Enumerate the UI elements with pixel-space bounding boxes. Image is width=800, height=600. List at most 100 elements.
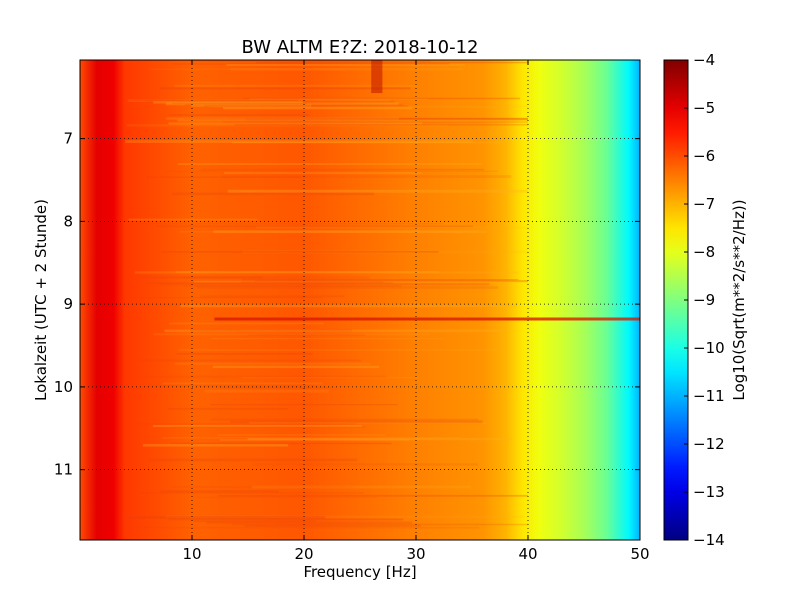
- colorbar-tick-label: −4: [693, 51, 715, 69]
- texture-band: [179, 231, 476, 233]
- colorbar-tick-label: −9: [693, 291, 715, 309]
- strong-band: [214, 317, 640, 321]
- texture-band: [252, 485, 472, 489]
- colorbar-tick-label: −5: [693, 99, 715, 117]
- texture-band: [230, 68, 463, 71]
- texture-band: [213, 230, 487, 234]
- texture-band: [234, 124, 528, 126]
- texture-band: [126, 124, 448, 127]
- texture-band: [184, 103, 404, 106]
- texture-band: [241, 377, 419, 379]
- colorbar-label: Log10(Sqrt(m**2/s**2/Hz)): [730, 199, 748, 400]
- y-tick-label: 9: [63, 295, 73, 313]
- texture-band: [200, 295, 345, 298]
- texture-band: [168, 114, 310, 116]
- texture-band: [134, 271, 520, 274]
- texture-band: [247, 333, 365, 336]
- plot-frame: [79, 59, 641, 541]
- texture-band: [172, 192, 375, 196]
- texture-band: [174, 84, 418, 88]
- texture-band: [146, 100, 395, 103]
- texture-band: [184, 285, 402, 287]
- texture-band: [219, 439, 410, 441]
- texture-band: [125, 140, 473, 143]
- texture-band: [142, 444, 289, 447]
- y-tick-label: 7: [63, 130, 73, 148]
- y-tick-label: 10: [54, 378, 73, 396]
- x-axis-ticks: 10 20 30 40 50: [182, 60, 650, 563]
- texture-band: [247, 437, 513, 441]
- texture-band: [155, 225, 473, 228]
- texture-band: [177, 163, 482, 165]
- texture-band: [221, 175, 512, 178]
- x-tick-label: 40: [518, 545, 537, 563]
- y-tick-label: 8: [63, 212, 73, 230]
- texture-band: [249, 98, 429, 101]
- texture-band: [194, 280, 528, 283]
- texture-band: [204, 389, 329, 393]
- texture-band: [158, 283, 490, 286]
- chart-title: BW ALTM E?Z: 2018-10-12: [242, 37, 479, 58]
- colorbar: −4 −5 −6 −7 −8 −9 −10 −11 −12 −13 −14: [663, 51, 725, 549]
- texture-band: [217, 434, 387, 436]
- texture-band: [149, 68, 344, 70]
- texture-band: [136, 276, 263, 279]
- texture-band: [242, 97, 520, 100]
- texture-band: [190, 60, 431, 63]
- texture-band: [160, 490, 280, 493]
- texture-band: [159, 87, 411, 90]
- texture-band: [178, 349, 504, 351]
- texture-band: [184, 118, 528, 120]
- texture-band: [168, 518, 404, 521]
- colorbar-tick-label: −7: [693, 195, 715, 213]
- x-axis-label: Frequency [Hz]: [303, 563, 416, 581]
- texture-band: [206, 521, 413, 524]
- texture-band: [231, 141, 505, 144]
- texture-band: [134, 99, 299, 101]
- colorbar-ticks: −4 −5 −6 −7 −8 −9 −10 −11 −12 −13 −14: [684, 51, 725, 549]
- x-tick-label: 10: [182, 545, 201, 563]
- texture-band: [211, 338, 444, 340]
- texture-band: [177, 119, 521, 122]
- texture-band: [226, 64, 465, 66]
- texture-band: [256, 61, 528, 64]
- texture-band: [135, 375, 387, 378]
- texture-band: [222, 121, 528, 124]
- texture-band: [145, 282, 393, 284]
- texture-band: [171, 486, 353, 488]
- texture-band: [165, 515, 525, 518]
- texture-band: [242, 279, 519, 281]
- texture-band: [232, 523, 528, 526]
- texture-band: [128, 218, 258, 221]
- texture-band: [196, 496, 378, 498]
- x-tick-label: 20: [294, 545, 313, 563]
- texture-band: [125, 516, 326, 519]
- texture-band: [165, 102, 399, 106]
- texture-band: [147, 384, 316, 387]
- texture-band: [244, 524, 421, 527]
- texture-band: [253, 463, 478, 466]
- texture-band: [170, 442, 392, 445]
- colorbar-tick-label: −12: [693, 435, 725, 453]
- texture-band: [161, 251, 439, 253]
- plot-area: 10 20 30 40 50 7 8 9 10 11: [54, 59, 650, 563]
- texture-band: [249, 421, 488, 424]
- texture-band: [217, 494, 528, 497]
- texture-band: [168, 122, 422, 125]
- spectrogram-base: [80, 60, 640, 540]
- texture-band: [193, 520, 316, 522]
- spectrogram-bands: [125, 60, 640, 529]
- texture-band: [153, 333, 430, 336]
- texture-band: [230, 420, 483, 424]
- texture-band: [133, 423, 358, 425]
- texture-band: [256, 226, 528, 229]
- texture-band: [227, 189, 529, 193]
- y-axis-label: Lokalzeit (UTC + 2 Stunde): [32, 199, 50, 401]
- texture-band: [210, 418, 479, 421]
- texture-band: [219, 387, 336, 389]
- texture-band: [164, 170, 498, 172]
- colorbar-tick-label: −14: [693, 531, 725, 549]
- texture-band: [183, 276, 370, 279]
- vertical-streak: [371, 60, 383, 94]
